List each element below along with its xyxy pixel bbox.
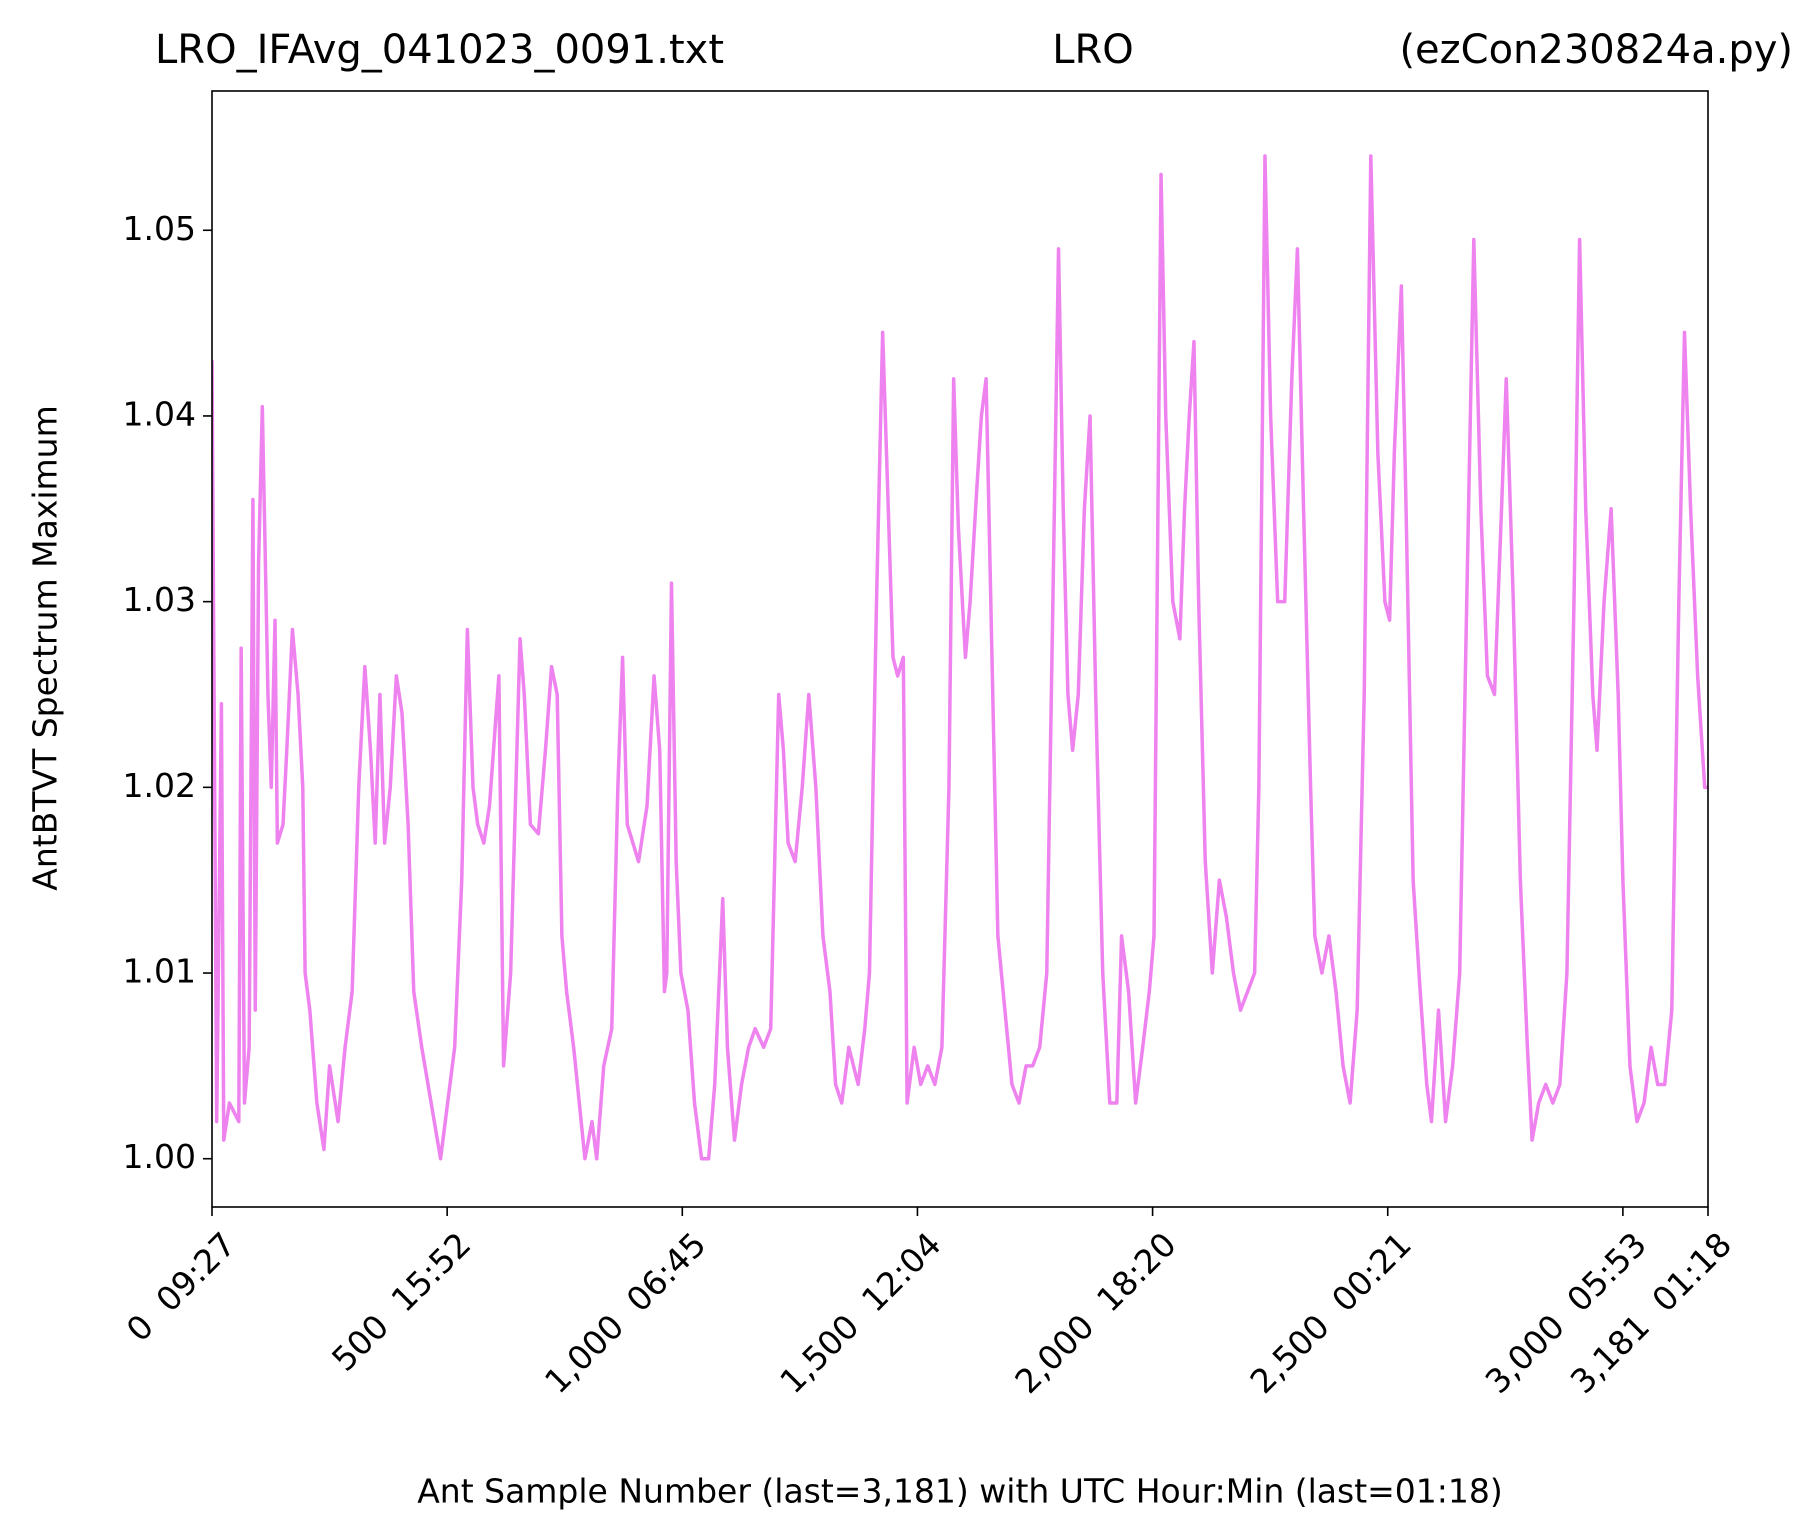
- y-tick-label: 1.03: [123, 580, 196, 619]
- x-tick-label: 1,500 12:04: [772, 1225, 948, 1401]
- y-tick-label: 1.04: [123, 394, 196, 433]
- y-axis-label: AntBTVT Spectrum Maximum: [26, 405, 65, 890]
- chart-title: LRO: [1052, 27, 1134, 73]
- y-tick-label: 1.01: [123, 952, 196, 991]
- y-tick-label: 1.00: [123, 1137, 196, 1176]
- x-tick-label: 1,000 06:45: [537, 1225, 713, 1401]
- y-tick-label: 1.02: [123, 766, 196, 805]
- chart-title: LRO_IFAvg_041023_0091.txt: [155, 27, 724, 73]
- y-tick-label: 1.05: [123, 209, 196, 248]
- x-tick-label: 0 09:27: [119, 1225, 244, 1350]
- x-tick-label: 2,500 00:21: [1242, 1225, 1418, 1401]
- data-line: [212, 154, 1708, 1161]
- plot-frame: [211, 90, 1709, 1208]
- x-axis-label: Ant Sample Number (last=3,181) with UTC …: [417, 1472, 1503, 1511]
- x-tick-label: 2,000 18:20: [1007, 1225, 1183, 1401]
- chart-title: (ezCon230824a.py): [1399, 27, 1793, 73]
- x-tick-label: 500 15:52: [324, 1225, 478, 1379]
